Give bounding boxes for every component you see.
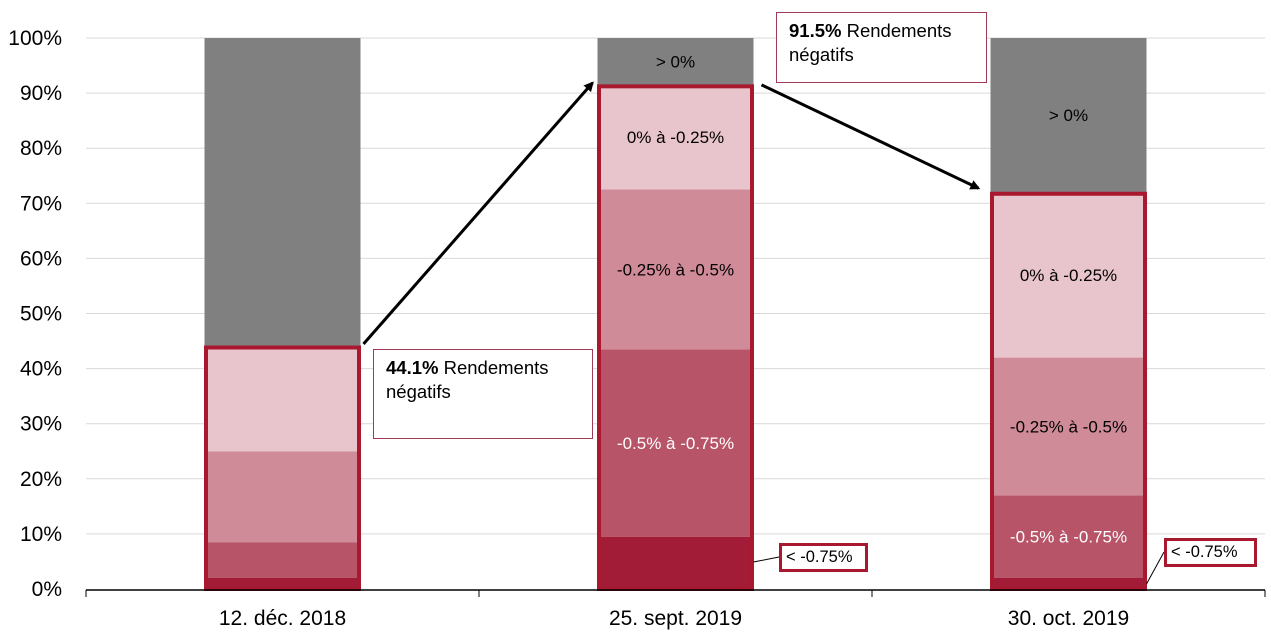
segment-label: -0.25% à -0.5%	[1010, 417, 1127, 436]
arrows	[362, 81, 1165, 585]
bar-segment	[204, 577, 361, 589]
callout-2-value: 91.5%	[789, 20, 842, 41]
segment-label: > 0%	[656, 52, 695, 71]
bar-segment	[990, 192, 1147, 358]
y-tick-label: 40%	[20, 358, 62, 381]
segment-label: -0.5% à -0.75%	[617, 434, 734, 453]
y-tick-label: 100%	[8, 27, 62, 50]
y-tick-label: 60%	[20, 247, 62, 270]
y-tick-label: 20%	[20, 468, 62, 491]
callout-2-text: Rendements négatifs	[789, 20, 952, 65]
axes: 0% 10% 20% 30% 40% 50% 60% 70% 80% 90% 100% 12. déc…	[8, 27, 1266, 630]
callout-1-text: Rendements négatifs	[386, 357, 549, 402]
arrow-sept-to-oct	[760, 83, 981, 190]
y-tick-label: 90%	[20, 82, 62, 105]
bar-segment	[597, 84, 754, 190]
bar-segment	[597, 536, 754, 589]
bar-segment	[597, 189, 754, 350]
y-tick-label: 50%	[20, 303, 62, 326]
bar-segment	[597, 38, 754, 85]
y-tick-label: 30%	[20, 413, 62, 436]
bar-segment	[204, 542, 361, 578]
bar-segment	[204, 346, 361, 452]
callout-negative-yields-sept-2019: 91.5% Rendements négatifs	[776, 12, 987, 83]
segment-label: -0.25% à -0.5%	[617, 260, 734, 279]
bar-segment	[990, 38, 1147, 193]
negative-yield-outline	[204, 345, 361, 591]
leader-line	[753, 556, 780, 563]
label-below-075-sept-2019: < -0.75%	[779, 543, 868, 572]
x-category-label: 30. oct. 2019	[1008, 607, 1129, 630]
callout-1-value: 44.1%	[386, 357, 439, 378]
callout-negative-yields-dec-2018: 44.1% Rendements négatifs	[373, 349, 593, 439]
bar-segment	[990, 357, 1147, 496]
bar-segment	[597, 349, 754, 537]
y-tick-label: 10%	[20, 523, 62, 546]
bar-segment	[204, 451, 361, 543]
segment-label: -0.5% à -0.75%	[1010, 528, 1127, 547]
y-tick-label: 80%	[20, 137, 62, 160]
bar-segment	[990, 495, 1147, 578]
x-category-label: 25. sept. 2019	[609, 607, 742, 630]
segment-label: 0% à -0.25%	[627, 128, 724, 147]
bar-segment	[990, 577, 1147, 589]
bar-segment	[204, 38, 361, 347]
bars: -0.5% à -0.75% -0.25% à -0.5% 0% à -0.25% >…	[204, 38, 1147, 592]
x-category-label: 12. déc. 2018	[219, 607, 346, 630]
negative-yield-outline	[597, 84, 754, 592]
arrow-dec-to-sept	[362, 81, 594, 345]
negative-yield-outline	[990, 191, 1147, 591]
y-tick-label: 70%	[20, 192, 62, 215]
y-tick-label: 0%	[32, 578, 62, 601]
segment-label: 0% à -0.25%	[1020, 266, 1117, 285]
label-below-075-oct-2019: < -0.75%	[1164, 538, 1257, 567]
segment-label: > 0%	[1049, 106, 1088, 125]
leader-line	[1146, 551, 1165, 585]
